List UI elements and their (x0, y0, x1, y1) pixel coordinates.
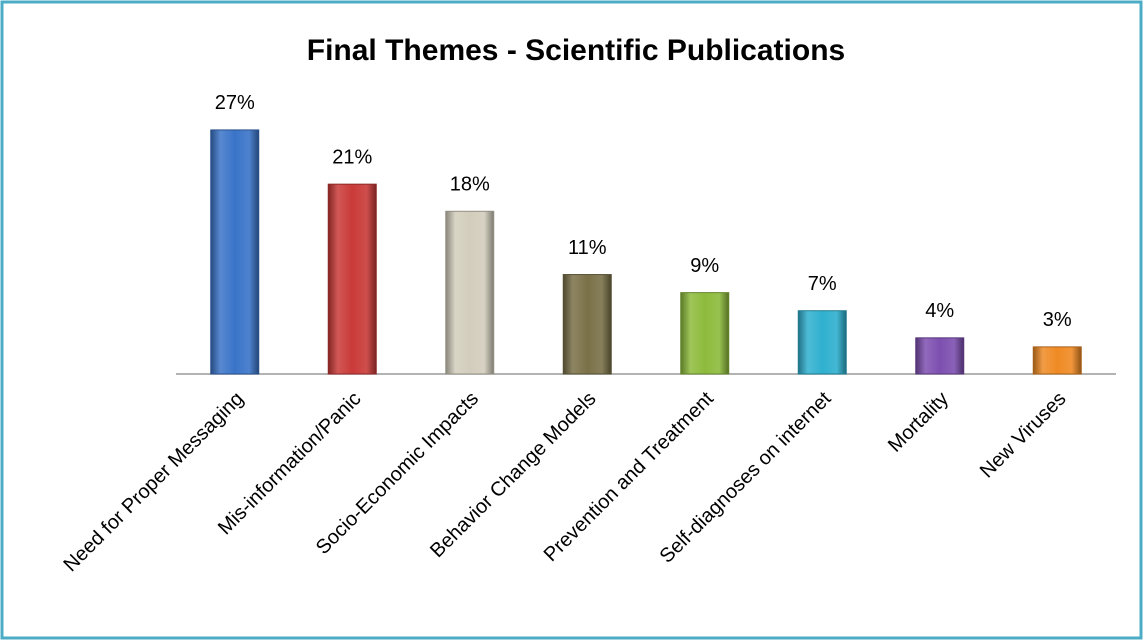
chart-title: Final Themes - Scientific Publications (307, 34, 845, 67)
bar (327, 183, 377, 375)
value-label: 4% (925, 300, 954, 322)
value-label: 27% (215, 92, 255, 114)
bar (797, 310, 847, 375)
bar (445, 210, 495, 375)
value-label: 9% (690, 255, 719, 277)
value-label: 18% (450, 174, 490, 196)
bar (680, 292, 730, 375)
bar (1032, 346, 1082, 375)
bar (562, 274, 612, 375)
bar (210, 129, 260, 375)
value-label: 7% (808, 273, 837, 295)
bar (915, 337, 965, 375)
value-label: 11% (568, 237, 607, 259)
value-label: 3% (1043, 309, 1072, 331)
value-label: 21% (332, 146, 372, 168)
